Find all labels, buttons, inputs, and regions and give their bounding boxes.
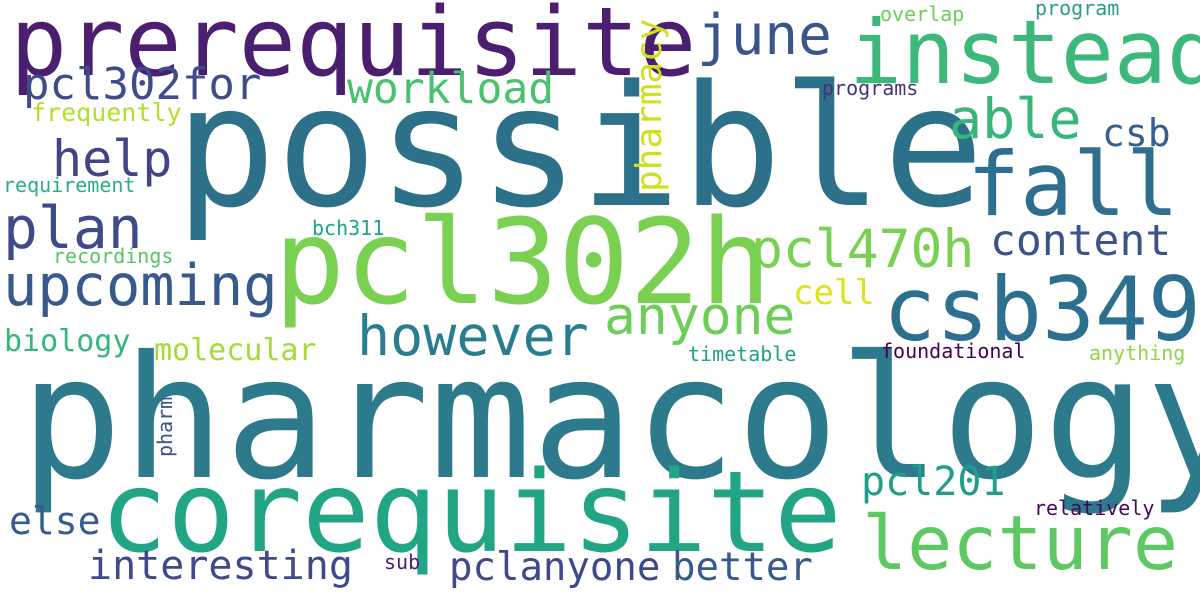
word-bch311: bch311 [312, 216, 385, 240]
word-interesting: interesting [88, 543, 353, 589]
word-sub: sub [384, 550, 421, 574]
word-recordings: recordings [53, 244, 174, 268]
word-molecular: molecular [154, 333, 317, 368]
word-corequisite: corequisite [100, 448, 842, 578]
word-fall: fall [967, 133, 1179, 236]
word-programs: programs [822, 76, 919, 100]
word-anyone: anyone [604, 286, 796, 347]
word-relatively: relatively [1034, 496, 1155, 520]
word-content: content [990, 216, 1172, 266]
word-pharmacology: pharmacology [20, 320, 1200, 518]
word-prerequisite: prerequisite [10, 0, 697, 98]
word-pcl470h: pcl470h [751, 219, 975, 280]
word-better: better [672, 545, 813, 590]
word-cell: cell [793, 273, 875, 313]
word-able: able [949, 87, 1082, 151]
word-else: else [9, 499, 101, 543]
word-instead: instead [849, 1, 1200, 104]
word-frequently: frequently [31, 98, 182, 127]
word-timetable: timetable [688, 342, 797, 366]
word-csb349: csb349 [883, 258, 1200, 361]
word-program: program [1035, 0, 1120, 20]
word-biology: biology [4, 324, 131, 359]
word-pcl302h: pcl302h [274, 193, 772, 331]
word-pcl302for: pcl302for [23, 59, 262, 110]
word-overlap: overlap [880, 2, 965, 26]
word-foundational: foundational [881, 339, 1026, 363]
word-upcoming: upcoming [3, 253, 278, 319]
word-lecture: lecture [862, 499, 1179, 587]
word-workload: workload [347, 64, 555, 114]
word-anything: anything [1089, 341, 1186, 365]
word-plan: plan [3, 194, 143, 262]
word-however: however [357, 304, 589, 368]
word-requirement: requirement [3, 173, 136, 197]
word-pcl201: pcl201 [861, 459, 1006, 505]
word-help: help [52, 130, 173, 188]
word-pharm: pharm [153, 396, 177, 457]
word-pharmacy: pharmacy [629, 18, 670, 192]
word-june: june [697, 3, 832, 68]
word-pclanyone: pclanyone [449, 545, 661, 590]
word-possible: possible [175, 49, 985, 245]
word-csb: csb [1102, 111, 1171, 155]
